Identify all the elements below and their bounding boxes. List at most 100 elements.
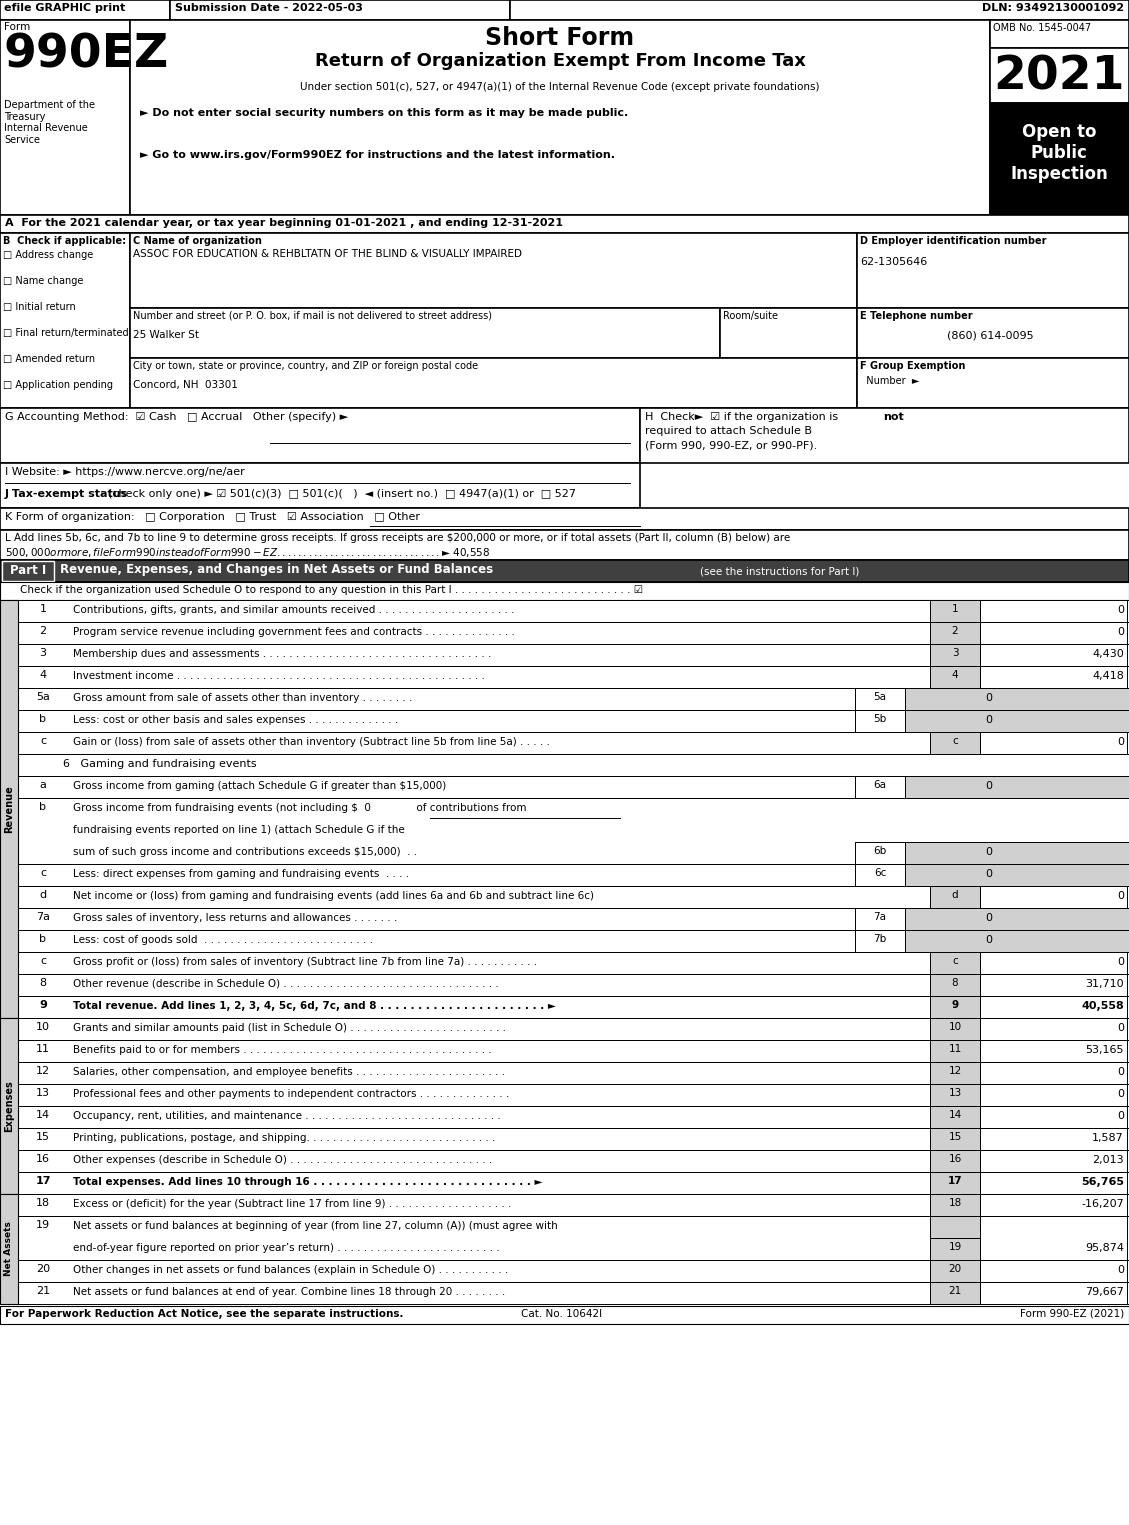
Text: 18: 18 bbox=[948, 1199, 962, 1208]
Text: not: not bbox=[883, 412, 903, 422]
Bar bbox=[855, 842, 905, 865]
Bar bbox=[930, 996, 980, 1019]
Text: c: c bbox=[40, 737, 46, 746]
Text: □ Amended return: □ Amended return bbox=[3, 354, 95, 364]
Bar bbox=[170, 0, 510, 20]
Bar bbox=[905, 776, 1129, 798]
Text: 9: 9 bbox=[952, 1000, 959, 1010]
Text: 6b: 6b bbox=[874, 846, 886, 856]
Text: 25 Walker St: 25 Walker St bbox=[133, 329, 199, 340]
Bar bbox=[930, 1061, 980, 1084]
Text: 8: 8 bbox=[40, 978, 46, 988]
Text: 40,558: 40,558 bbox=[1082, 1000, 1124, 1011]
Text: 11: 11 bbox=[948, 1045, 962, 1054]
Text: 0: 0 bbox=[984, 935, 992, 945]
Text: Less: cost of goods sold  . . . . . . . . . . . . . . . . . . . . . . . . . .: Less: cost of goods sold . . . . . . . .… bbox=[73, 935, 373, 945]
Bar bbox=[0, 560, 1129, 583]
Text: 10: 10 bbox=[36, 1022, 50, 1032]
Bar bbox=[905, 842, 1129, 865]
Text: (check only one) ► ☑ 501(c)(3)  □ 501(c)(   )  ◄ (insert no.)  □ 4947(a)(1) or  : (check only one) ► ☑ 501(c)(3) □ 501(c)(… bbox=[108, 490, 576, 499]
Bar bbox=[905, 865, 1129, 886]
Text: 1: 1 bbox=[40, 604, 46, 615]
Bar bbox=[930, 622, 980, 644]
Bar bbox=[980, 1128, 1127, 1150]
Text: D Employer identification number: D Employer identification number bbox=[860, 236, 1047, 246]
Text: Department of the
Treasury
Internal Revenue
Service: Department of the Treasury Internal Reve… bbox=[5, 101, 95, 145]
Bar bbox=[930, 1128, 980, 1150]
Bar bbox=[930, 1173, 980, 1194]
Bar bbox=[18, 644, 1129, 666]
Text: 7b: 7b bbox=[874, 933, 886, 944]
Text: 12: 12 bbox=[948, 1066, 962, 1077]
Text: Net Assets: Net Assets bbox=[5, 1222, 14, 1276]
Text: 0: 0 bbox=[984, 869, 992, 878]
Bar bbox=[930, 599, 980, 622]
Text: ► Do not enter social security numbers on this form as it may be made public.: ► Do not enter social security numbers o… bbox=[140, 108, 628, 117]
Text: Net income or (loss) from gaming and fundraising events (add lines 6a and 6b and: Net income or (loss) from gaming and fun… bbox=[73, 891, 594, 901]
Bar bbox=[18, 666, 1129, 688]
Text: 13: 13 bbox=[948, 1087, 962, 1098]
Text: $500,000 or more, file Form 990 instead of Form 990-EZ . . . . . . . . . . . . .: $500,000 or more, file Form 990 instead … bbox=[5, 546, 490, 560]
Text: Under section 501(c), 527, or 4947(a)(1) of the Internal Revenue Code (except pr: Under section 501(c), 527, or 4947(a)(1)… bbox=[300, 82, 820, 91]
Bar bbox=[855, 865, 905, 886]
Bar bbox=[980, 996, 1127, 1019]
Text: 6c: 6c bbox=[874, 868, 886, 878]
Text: 2021: 2021 bbox=[994, 53, 1124, 99]
Bar bbox=[905, 930, 1129, 952]
Text: Revenue, Expenses, and Changes in Net Assets or Fund Balances: Revenue, Expenses, and Changes in Net As… bbox=[60, 563, 493, 576]
Text: 5b: 5b bbox=[874, 714, 886, 724]
Text: Number and street (or P. O. box, if mail is not delivered to street address): Number and street (or P. O. box, if mail… bbox=[133, 311, 492, 320]
Bar bbox=[930, 732, 980, 753]
Text: 0: 0 bbox=[1117, 1112, 1124, 1121]
Text: 4,418: 4,418 bbox=[1092, 671, 1124, 682]
Text: Total expenses. Add lines 10 through 16 . . . . . . . . . . . . . . . . . . . . : Total expenses. Add lines 10 through 16 … bbox=[73, 1177, 543, 1186]
Text: 14: 14 bbox=[36, 1110, 50, 1119]
Text: a: a bbox=[40, 779, 46, 790]
Bar bbox=[0, 20, 130, 215]
Bar bbox=[18, 1150, 1129, 1173]
Text: □ Final return/terminated: □ Final return/terminated bbox=[3, 328, 129, 339]
Text: 6a: 6a bbox=[874, 779, 886, 790]
Bar bbox=[18, 930, 1129, 952]
Bar bbox=[0, 0, 1129, 20]
Bar bbox=[510, 0, 1129, 20]
Text: 0: 0 bbox=[984, 913, 992, 923]
Bar bbox=[18, 1106, 1129, 1128]
Bar bbox=[720, 308, 857, 358]
Bar bbox=[980, 1260, 1127, 1283]
Text: 0: 0 bbox=[1117, 605, 1124, 615]
Text: b: b bbox=[40, 802, 46, 811]
Bar bbox=[930, 952, 980, 974]
Bar bbox=[980, 1061, 1127, 1084]
Bar bbox=[0, 1019, 18, 1194]
Bar bbox=[855, 711, 905, 732]
Text: □ Name change: □ Name change bbox=[3, 276, 84, 287]
Bar bbox=[855, 930, 905, 952]
Bar bbox=[980, 622, 1127, 644]
Text: fundraising events reported on line 1) (attach Schedule G if the: fundraising events reported on line 1) (… bbox=[73, 825, 405, 836]
Bar bbox=[980, 1173, 1127, 1194]
Text: Check if the organization used Schedule O to respond to any question in this Par: Check if the organization used Schedule … bbox=[20, 586, 644, 595]
Bar bbox=[18, 1084, 1129, 1106]
Bar bbox=[930, 1238, 980, 1260]
Text: Investment income . . . . . . . . . . . . . . . . . . . . . . . . . . . . . . . : Investment income . . . . . . . . . . . … bbox=[73, 671, 484, 682]
Bar bbox=[980, 1194, 1127, 1215]
Bar bbox=[857, 308, 1129, 358]
Bar bbox=[990, 20, 1129, 47]
Text: efile GRAPHIC print: efile GRAPHIC print bbox=[5, 3, 125, 14]
Bar bbox=[18, 1215, 1129, 1260]
Text: b: b bbox=[40, 933, 46, 944]
Text: 0: 0 bbox=[1117, 958, 1124, 967]
Text: 5a: 5a bbox=[874, 692, 886, 702]
Bar bbox=[0, 1194, 18, 1304]
Text: 0: 0 bbox=[984, 715, 992, 724]
Bar bbox=[930, 974, 980, 996]
Bar bbox=[930, 1194, 980, 1215]
Text: 17: 17 bbox=[35, 1176, 51, 1186]
Bar bbox=[130, 308, 720, 358]
Bar bbox=[18, 1128, 1129, 1150]
Bar bbox=[640, 409, 1129, 464]
Bar bbox=[980, 1040, 1127, 1061]
Bar bbox=[930, 666, 980, 688]
Text: 11: 11 bbox=[36, 1045, 50, 1054]
